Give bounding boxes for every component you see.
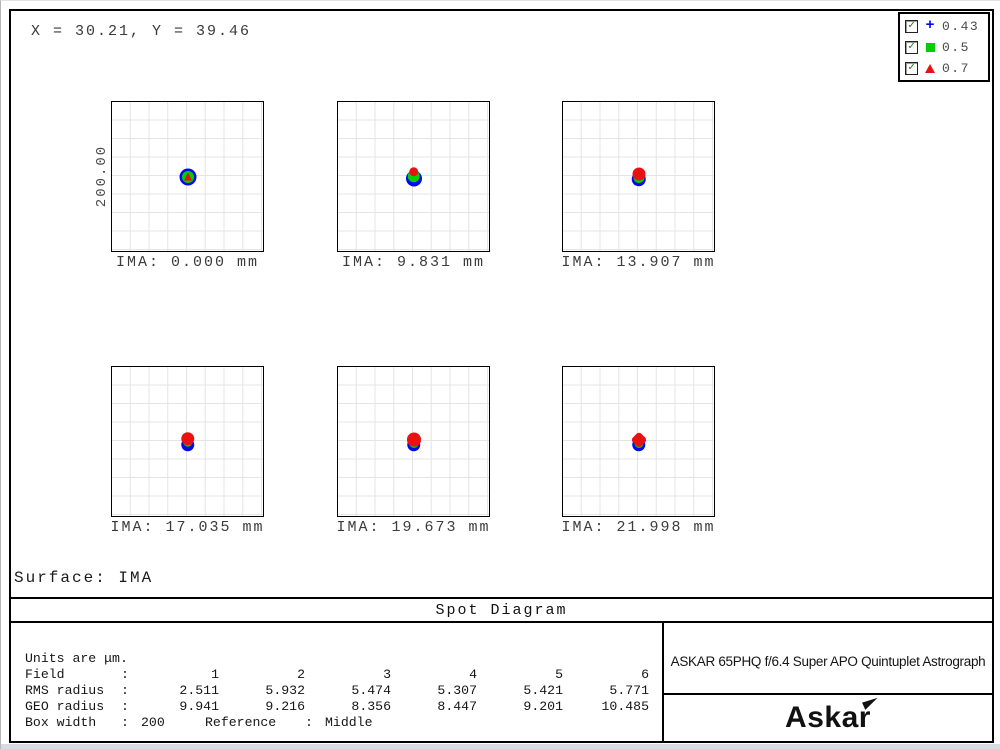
geo-value: 9.941 [179,699,219,714]
reference-value: Middle [325,715,373,730]
spot-box-field-6 [562,366,715,517]
summary-band: Units are μm. Field : 1 2 3 4 5 6 RMS ra… [11,623,992,741]
check-icon: ✓ [908,19,915,32]
legend-label: 0.7 [942,60,970,76]
box-width-row: Box width : 200 Reference : Middle [25,715,373,730]
branding-cell: ASKAR 65PHQ f/6.4 Super APO Quintuplet A… [664,623,992,741]
legend-row-wavelength-0.43: ✓ + 0.43 [905,17,988,35]
legend-row-wavelength-0.7: ✓ 0.7 [905,59,988,77]
units-line: Units are μm. [25,651,128,666]
geo-value: 8.356 [351,699,391,714]
geo-value: 9.216 [265,699,305,714]
check-icon: ✓ [908,40,915,53]
rms-radius-row: RMS radius : 2.511 5.932 5.474 5.307 5.4… [25,683,649,698]
spot-red-layer [408,166,419,177]
ima-label-field-6: IMA: 21.998 mm [561,519,716,536]
field-number: 2 [297,667,305,682]
plus-marker-icon: + [925,17,935,34]
ima-label-field-4: IMA: 17.035 mm [110,519,265,536]
box-width-value: 200 [141,715,165,730]
legend-label: 0.5 [942,39,970,55]
ima-label-field-1: IMA: 0.000 mm [115,254,260,271]
row-label: GEO radius [25,699,105,714]
askar-logo: Askar [785,696,880,735]
wavelength-legend: ✓ + 0.43 ✓ 0.5 ✓ 0.7 [898,12,990,82]
spot-box-field-5 [337,366,490,517]
rms-value: 5.474 [351,683,391,698]
geo-radius-row: GEO radius : 9.941 9.216 8.356 8.447 9.2… [25,699,649,714]
plot-page: X = 30.21, Y = 39.46 ✓ + 0.43 ✓ 0.5 ✓ 0.… [9,9,994,743]
spot-red-layer [183,172,192,181]
field-number: 1 [211,667,219,682]
field-number: 5 [555,667,563,682]
rms-value: 5.932 [265,683,305,698]
field-number: 4 [469,667,477,682]
surface-label: Surface: IMA [14,569,154,587]
spot-box-field-1 [111,101,264,252]
plot-main-region: X = 30.21, Y = 39.46 ✓ + 0.43 ✓ 0.5 ✓ 0.… [11,11,992,597]
window-bottom-edge [1,744,1000,749]
legend-label: 0.43 [942,18,980,34]
legend-row-wavelength-0.5: ✓ 0.5 [905,38,988,56]
field-number: 3 [383,667,391,682]
logo-arrow-icon [862,696,880,710]
row-label: RMS radius [25,683,105,698]
spot-box-field-2 [337,101,490,252]
row-label: Field [25,667,65,682]
geo-value: 10.485 [601,699,649,714]
y-axis-scale-label: 200.00 [94,144,110,208]
rms-value: 5.421 [523,683,563,698]
rms-value: 2.511 [179,683,219,698]
field-number: 6 [641,667,649,682]
spot-statistics-table: Units are μm. Field : 1 2 3 4 5 6 RMS ra… [11,623,664,741]
ima-label-field-2: IMA: 9.831 mm [341,254,486,271]
rms-value: 5.307 [437,683,477,698]
spot-box-field-3 [562,101,715,252]
check-icon: ✓ [908,61,915,74]
cursor-coordinates-readout: X = 30.21, Y = 39.46 [31,23,252,40]
spot-box-field-4 [111,366,264,517]
reference-label: Reference [205,715,277,730]
spot-red-layer [632,167,645,180]
box-width-label: Box width [25,715,97,730]
spot-red-layer [180,431,195,446]
wavelength-0.5-checkbox[interactable]: ✓ [905,40,918,54]
ima-label-field-5: IMA: 19.673 mm [336,519,491,536]
rms-value: 5.771 [609,683,649,698]
triangle-marker-icon [923,63,937,73]
square-marker-icon [923,42,937,52]
wavelength-0.7-checkbox[interactable]: ✓ [905,61,918,75]
plot-title: Spot Diagram [11,597,992,623]
geo-value: 9.201 [523,699,563,714]
spot-red-layer [406,432,421,446]
geo-value: 8.447 [437,699,477,714]
wavelength-0.43-checkbox[interactable]: ✓ [905,19,918,33]
logo-cell: Askar [664,695,992,741]
ima-label-field-3: IMA: 13.907 mm [561,254,716,271]
product-title: ASKAR 65PHQ f/6.4 Super APO Quintuplet A… [664,623,992,695]
field-row: Field : 1 2 3 4 5 6 [25,667,649,682]
